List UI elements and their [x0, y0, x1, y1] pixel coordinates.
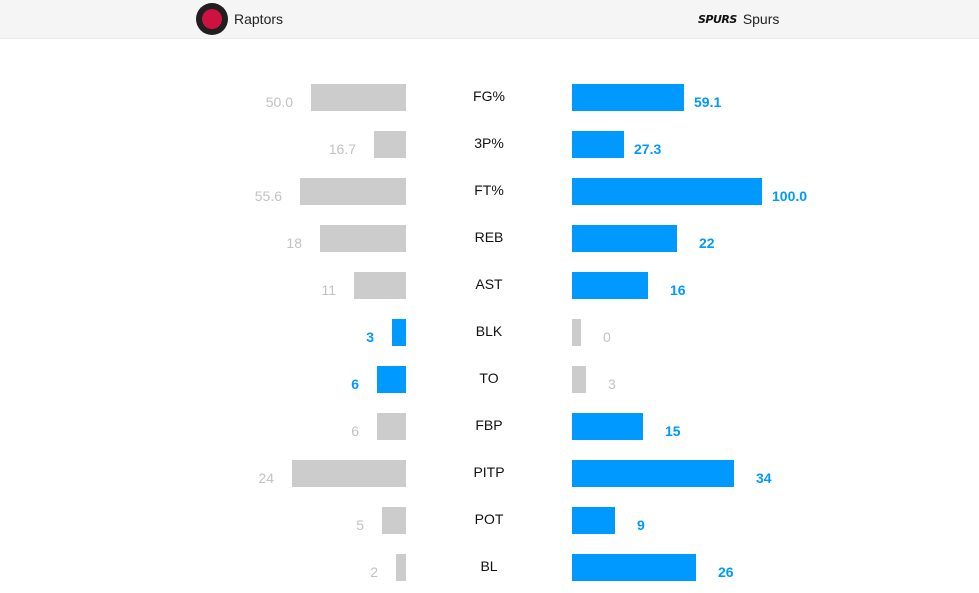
away-bar — [572, 413, 643, 440]
stat-row: 3 BLK 0 — [0, 319, 979, 347]
away-value-label: 34 — [756, 470, 772, 486]
stat-category-label: PITP — [473, 464, 505, 480]
stat-category-label: BL — [480, 558, 498, 574]
teams-header: Raptors SPURS Spurs — [0, 0, 979, 39]
stat-row: 55.6 FT% 100.0 — [0, 178, 979, 206]
stat-category-label: BLK — [475, 323, 503, 339]
raptors-logo-icon — [196, 3, 228, 35]
away-bar — [572, 319, 581, 346]
home-bar — [292, 460, 406, 487]
away-value-label: 27.3 — [634, 141, 662, 157]
spurs-logo-icon: SPURS — [698, 12, 737, 26]
away-value-label: 22 — [699, 235, 715, 251]
stat-row: 6 TO 3 — [0, 366, 979, 394]
away-value-label: 26 — [718, 564, 734, 580]
team-away[interactable]: SPURS Spurs — [698, 0, 779, 38]
away-bar — [572, 460, 734, 487]
home-bar — [396, 554, 406, 581]
home-bar — [377, 413, 406, 440]
home-bar — [377, 366, 406, 393]
stat-row: 11 AST 16 — [0, 272, 979, 300]
team-home[interactable]: Raptors — [196, 0, 283, 38]
home-value-label: 11 — [321, 282, 336, 298]
home-value-label: 6 — [351, 376, 359, 392]
stat-row: 6 FBP 15 — [0, 413, 979, 441]
away-value-label: 3 — [608, 376, 616, 392]
away-value-label: 0 — [603, 329, 611, 345]
away-bar — [572, 366, 586, 393]
home-bar — [320, 225, 406, 252]
stat-row: 24 PITP 34 — [0, 460, 979, 488]
home-bar — [300, 178, 406, 205]
away-bar — [572, 272, 648, 299]
home-value-label: 16.7 — [328, 141, 356, 157]
home-value-label: 3 — [366, 329, 374, 345]
stat-category-label: 3P% — [474, 135, 504, 151]
stat-category-label: FT% — [474, 182, 504, 198]
stat-row: 18 REB 22 — [0, 225, 979, 253]
stat-category-label: REB — [474, 229, 504, 245]
stat-category-label: FG% — [473, 88, 505, 104]
away-value-label: 15 — [665, 423, 681, 439]
stat-row: 16.7 3P% 27.3 — [0, 131, 979, 159]
home-bar — [374, 131, 406, 158]
team-away-name: Spurs — [742, 11, 780, 27]
away-bar — [572, 178, 762, 205]
home-bar — [382, 507, 406, 534]
stat-category-label: FBP — [475, 417, 503, 433]
team-home-name: Raptors — [234, 11, 284, 27]
stat-row: 2 BL 26 — [0, 554, 979, 582]
home-bar — [392, 319, 406, 346]
stat-row: 50.0 FG% 59.1 — [0, 84, 979, 112]
away-value-label: 100.0 — [772, 188, 808, 204]
away-value-label: 16 — [670, 282, 686, 298]
stat-category-label: POT — [474, 511, 504, 527]
home-bar — [354, 272, 406, 299]
stat-category-label: TO — [479, 370, 499, 386]
stat-category-label: AST — [475, 276, 503, 292]
away-bar — [572, 507, 615, 534]
stat-row: 5 POT 9 — [0, 507, 979, 535]
home-value-label: 18 — [286, 235, 302, 251]
home-value-label: 24 — [258, 470, 274, 486]
away-value-label: 59.1 — [694, 94, 722, 110]
away-bar — [572, 131, 624, 158]
home-value-label: 5 — [356, 517, 364, 533]
away-value-label: 9 — [637, 517, 645, 533]
home-value-label: 50.0 — [265, 94, 293, 110]
away-bar — [572, 225, 677, 252]
away-bar — [572, 84, 684, 111]
home-value-label: 55.6 — [254, 188, 282, 204]
home-value-label: 6 — [351, 423, 359, 439]
home-value-label: 2 — [370, 564, 378, 580]
away-bar — [572, 554, 696, 581]
home-bar — [311, 84, 406, 111]
